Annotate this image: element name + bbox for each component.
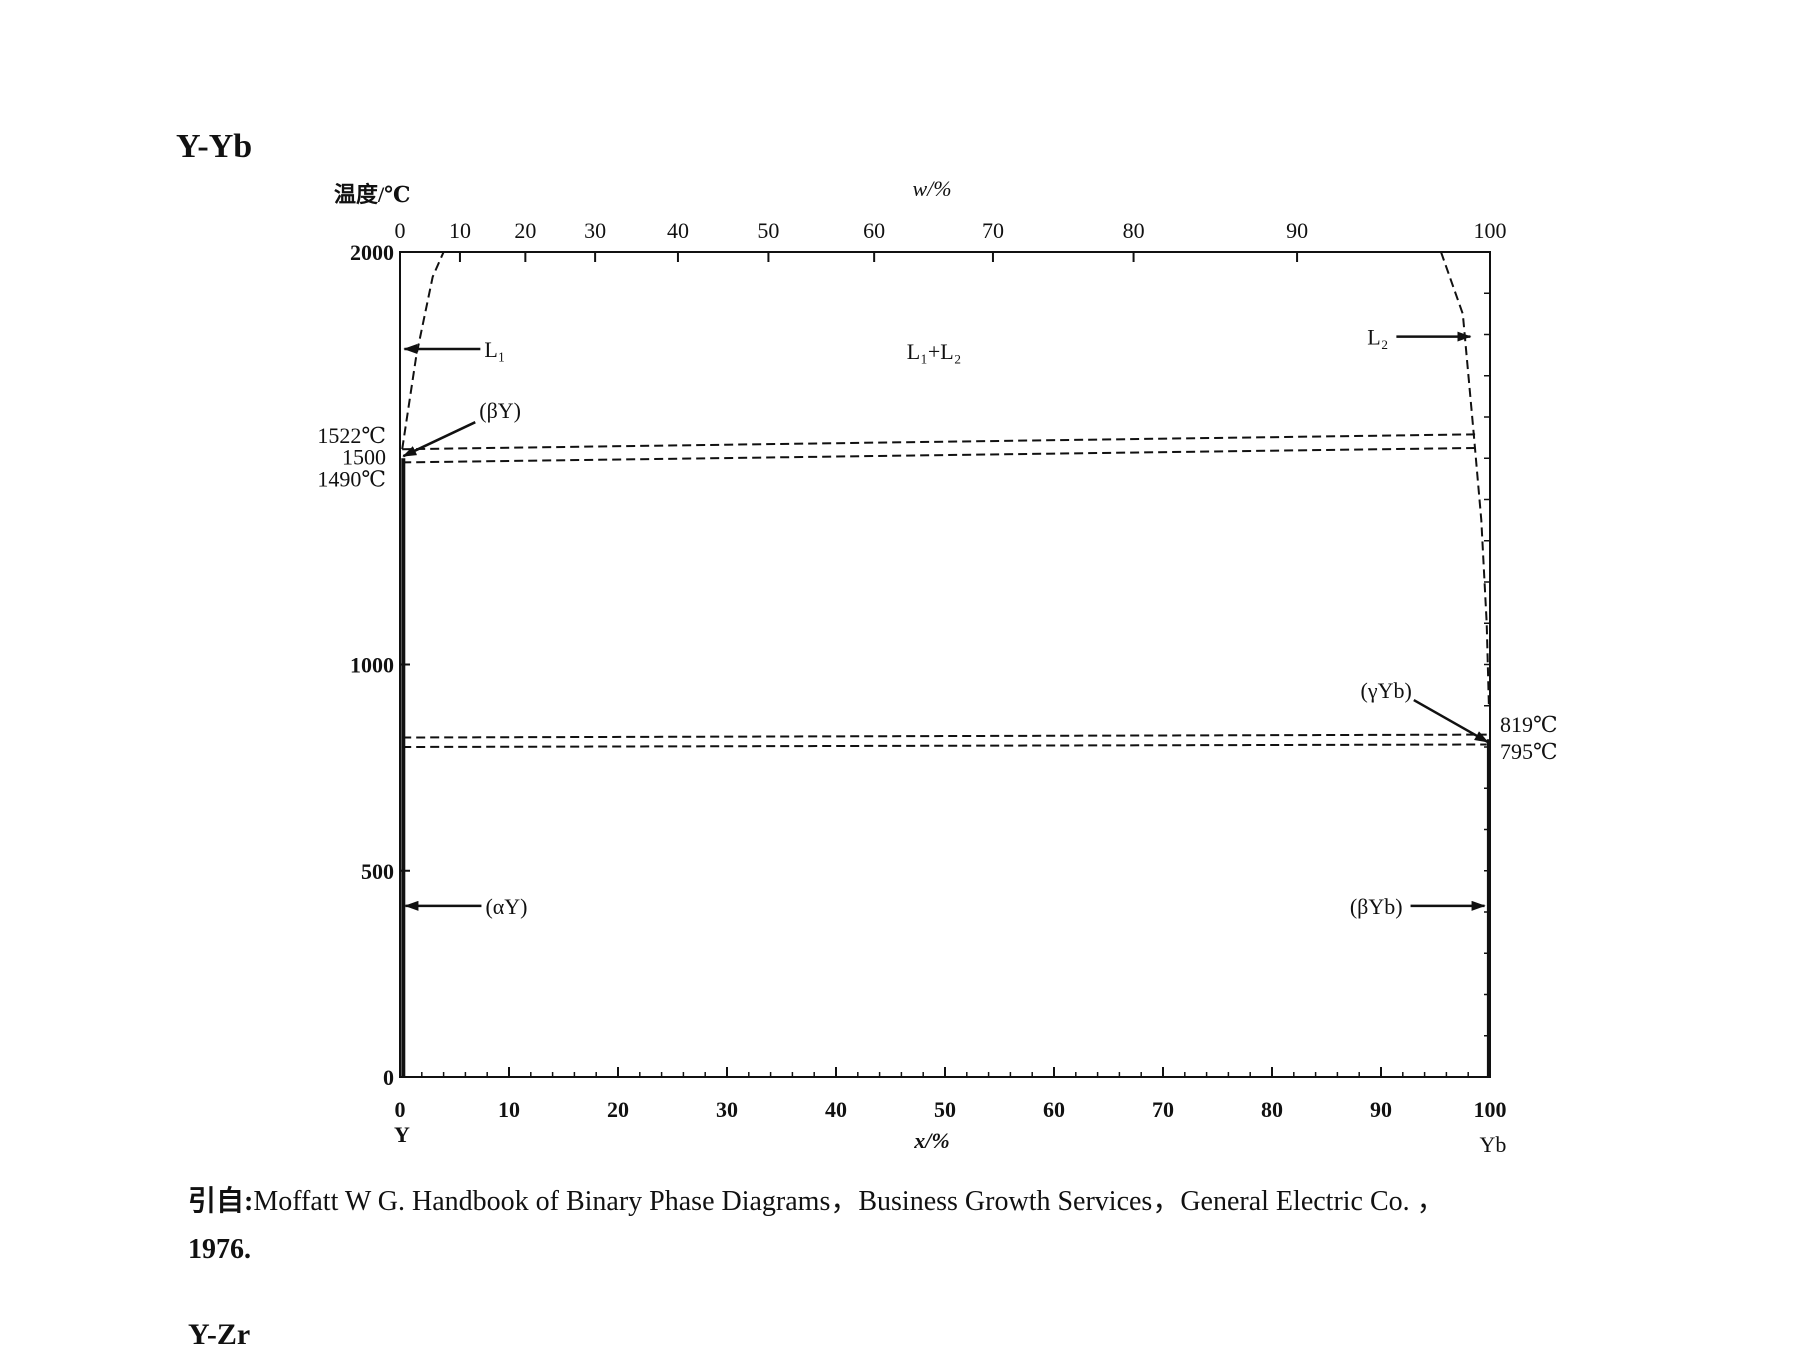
x-tick-label: 50 bbox=[934, 1097, 956, 1122]
phase-boundary-5 bbox=[402, 733, 1487, 739]
top-tick-label: 50 bbox=[757, 218, 779, 243]
plot-frame bbox=[399, 251, 1491, 1078]
phase-boundary-2 bbox=[1440, 251, 1490, 706]
x-tick-label: 60 bbox=[1043, 1097, 1065, 1122]
phase-label: L₂ bbox=[1367, 325, 1388, 350]
citation-lead: 引自: bbox=[188, 1186, 254, 1217]
x-tick-label: 0 bbox=[395, 1097, 406, 1122]
citation-text: Moffatt W G. Handbook of Binary Phase Di… bbox=[253, 1186, 1445, 1217]
y-axis-ticks: 0 500 1000 2000 bbox=[350, 240, 1490, 1090]
annotation-arrow bbox=[1413, 698, 1489, 744]
x-tick-label: 10 bbox=[498, 1097, 520, 1122]
x-tick-label: 20 bbox=[607, 1097, 629, 1122]
phase-boundary-6 bbox=[402, 743, 1487, 748]
y-axis-label: 温度/℃ bbox=[334, 182, 410, 207]
phase-region-label: L₁+L₂ bbox=[907, 339, 962, 364]
phase-boundary-1 bbox=[401, 251, 445, 450]
x-tick-label: 30 bbox=[716, 1097, 738, 1122]
y-tick-label: 2000 bbox=[350, 240, 394, 265]
right-end-label: Yb bbox=[1480, 1132, 1507, 1157]
top-tick-label: 10 bbox=[449, 218, 471, 243]
next-section-heading: Y-Zr bbox=[188, 1318, 251, 1346]
phase-label: (βY) bbox=[479, 398, 521, 423]
phase-label: (αY) bbox=[485, 894, 527, 919]
top-tick-label: 40 bbox=[667, 218, 689, 243]
y-tick-label: 1000 bbox=[350, 653, 394, 678]
top-tick-label: 0 bbox=[395, 218, 406, 243]
citation: 引自:Moffatt W G. Handbook of Binary Phase… bbox=[188, 1178, 1748, 1274]
top-tick-label: 20 bbox=[514, 218, 536, 243]
plot-border bbox=[399, 251, 1491, 1078]
top-axis-label: w/% bbox=[912, 176, 951, 201]
annotation-arrow bbox=[402, 421, 476, 458]
y-tick-label: 0 bbox=[383, 1065, 394, 1090]
temperature-label: 795℃ bbox=[1500, 739, 1558, 764]
phase-boundary-3 bbox=[402, 433, 1480, 451]
top-tick-label: 90 bbox=[1286, 218, 1308, 243]
phase-boundaries bbox=[401, 251, 1491, 1077]
x-tick-label: 100 bbox=[1474, 1097, 1507, 1122]
top-tick-label: 70 bbox=[982, 218, 1004, 243]
x-tick-label: 90 bbox=[1370, 1097, 1392, 1122]
x-axis-ticks: 0 10 20 30 40 50 60 70 80 90 100 bbox=[395, 1067, 1507, 1122]
x-tick-label: 40 bbox=[825, 1097, 847, 1122]
x-tick-label: 80 bbox=[1261, 1097, 1283, 1122]
phase-label: (γYb) bbox=[1361, 678, 1412, 703]
phase-annotations: L₁ L₁+L₂ L₂ (βY) (γYb) (αY) (βYb) bbox=[402, 325, 1489, 919]
temperature-label: 1522℃ bbox=[317, 423, 386, 448]
temperature-label: 1490℃ bbox=[317, 466, 386, 491]
left-end-label: Y bbox=[394, 1122, 410, 1147]
temperature-label: 819℃ bbox=[1500, 712, 1558, 737]
phase-label: (βYb) bbox=[1350, 894, 1403, 919]
top-tick-label: 100 bbox=[1474, 218, 1507, 243]
top-tick-label: 60 bbox=[863, 218, 885, 243]
top-tick-label: 80 bbox=[1123, 218, 1145, 243]
temperature-label: 1500 bbox=[342, 444, 386, 469]
top-axis-ticks: 0 10 20 30 40 50 60 70 80 90 100 bbox=[395, 218, 1507, 262]
y-tick-label: 500 bbox=[361, 859, 394, 884]
phase-label: L₁ bbox=[484, 337, 505, 362]
x-axis-label: x/% bbox=[913, 1128, 949, 1153]
x-tick-label: 70 bbox=[1152, 1097, 1174, 1122]
diagram-heading: Y-Yb bbox=[176, 128, 253, 165]
phase-boundary-4 bbox=[402, 446, 1480, 464]
citation-year: 1976. bbox=[188, 1234, 251, 1265]
top-tick-label: 30 bbox=[584, 218, 606, 243]
